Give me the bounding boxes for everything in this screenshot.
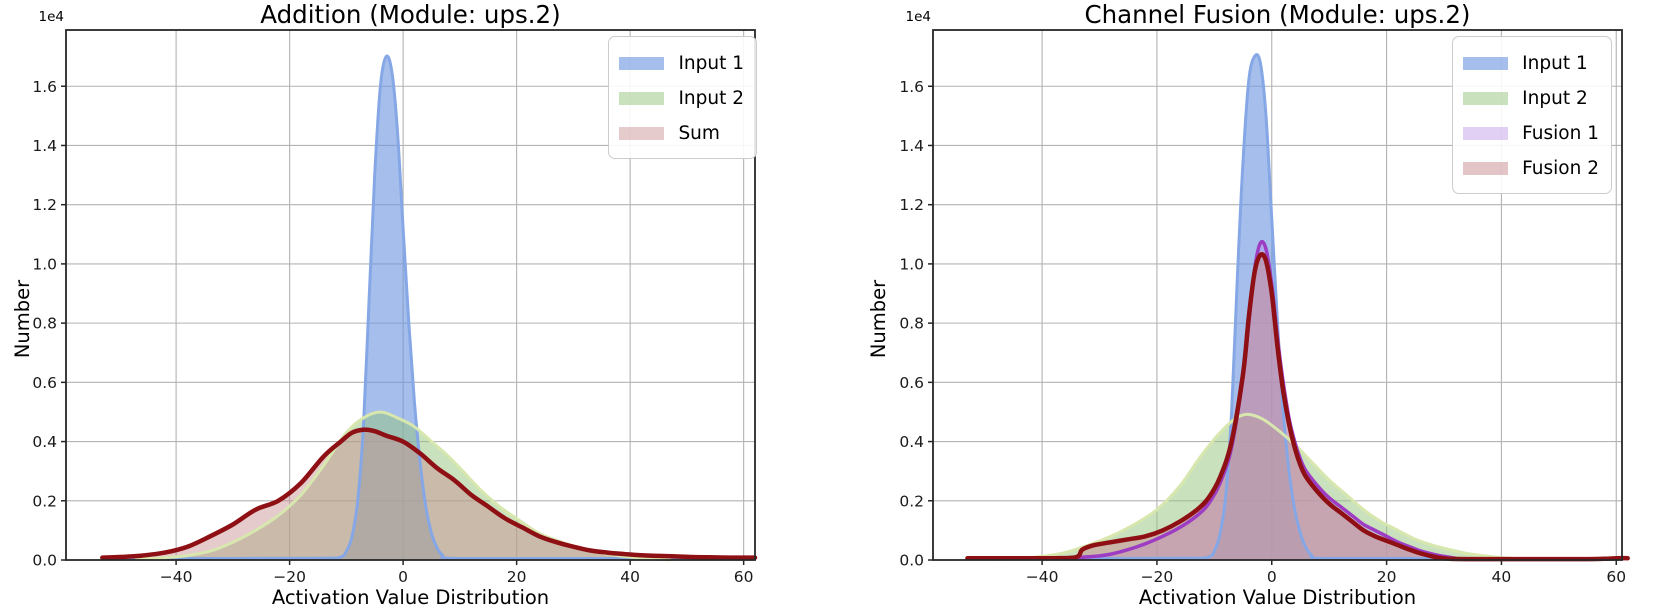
legend-swatch — [619, 92, 665, 105]
y-tick-label: 0.2 — [899, 492, 924, 510]
axes-spines — [932, 29, 1623, 561]
x-tick-label: 20 — [507, 568, 527, 586]
plot-area-channel-fusion: −40 −20 0 20 40 60 0.0 0.2 0.4 0.6 0.8 1.0 1.2 1.4 1.6 — [899, 29, 1630, 586]
legend-swatch — [619, 127, 665, 140]
series-fill-fusion-2 — [967, 254, 1628, 560]
series-kde-line-fusion-2 — [965, 252, 1630, 562]
legend-swatch — [619, 57, 665, 70]
legend-item: Input 2 — [619, 81, 744, 116]
y-tick-label: 1.0 — [899, 255, 924, 273]
legend-item: Input 1 — [619, 46, 744, 81]
chart-addition: −40 −20 0 20 40 60 0.0 0.2 0.4 0.6 0.8 1.0 1.2 1.4 1.6… — [0, 0, 830, 616]
series-kde-line-sum — [100, 427, 758, 560]
legend-item: Fusion 1 — [1463, 116, 1599, 151]
legend-item: Input 2 — [1463, 81, 1599, 116]
x-tick-label: 60 — [1606, 568, 1626, 586]
legend-swatch — [1463, 92, 1509, 105]
y-tick-label: 1.4 — [899, 137, 924, 155]
legend-swatch — [1463, 127, 1509, 140]
legend-label: Input 2 — [1522, 88, 1588, 109]
y-axis-offset-text: 1e4 — [905, 9, 931, 25]
legend: Input 1 Input 2 Fusion 1 Fusion 2 — [1452, 36, 1612, 194]
series-fill-sum — [102, 429, 756, 560]
y-tick-label: 0.4 — [32, 433, 57, 451]
y-tick-label: 1.4 — [32, 137, 57, 155]
series-kde-line-input-1 — [965, 53, 1630, 561]
legend-label: Input 2 — [678, 88, 744, 109]
legend-label: Input 1 — [1522, 53, 1588, 74]
legend-label: Sum — [678, 123, 720, 144]
x-tick-label: 20 — [1377, 568, 1397, 586]
y-tick-label: 1.6 — [899, 78, 924, 96]
x-tick-label: −40 — [160, 568, 193, 586]
x-axis-label: Activation Value Distribution — [271, 586, 550, 609]
x-tick-label: 0 — [1267, 568, 1277, 586]
legend: Input 1 Input 2 Sum — [608, 36, 757, 159]
series-kde-line-input-1 — [100, 54, 757, 561]
x-tick-label: 0 — [398, 568, 408, 586]
x-tick-label: 40 — [1492, 568, 1512, 586]
legend-item: Input 1 — [1463, 46, 1599, 81]
x-tick-label: −20 — [1141, 568, 1174, 586]
y-axis-label: Number — [11, 279, 34, 359]
y-tick-label: 0.2 — [32, 492, 57, 510]
y-tick-label: 0.8 — [899, 315, 924, 333]
y-tick-label: 1.0 — [32, 255, 57, 273]
legend-swatch — [1463, 57, 1509, 70]
y-tick-label: 1.6 — [32, 78, 57, 96]
chart-title: Channel Fusion (Module: ups.2) — [1084, 0, 1471, 29]
y-tick-label: 1.2 — [32, 196, 57, 214]
y-tick-label: 0.0 — [32, 552, 57, 570]
x-tick-label: −40 — [1026, 568, 1059, 586]
y-tick-label: 0.8 — [32, 315, 57, 333]
y-tick-label: 0.0 — [899, 552, 924, 570]
legend-item: Sum — [619, 116, 744, 151]
y-tick-label: 0.6 — [899, 374, 924, 392]
chart-channel-fusion: −40 −20 0 20 40 60 0.0 0.2 0.4 0.6 0.8 1.0 1.2 1.4 1.6… — [830, 0, 1661, 616]
x-tick-label: −20 — [273, 568, 306, 586]
x-tick-label: 40 — [620, 568, 640, 586]
y-tick-label: 0.6 — [32, 374, 57, 392]
x-tick-label: 60 — [734, 568, 754, 586]
legend-label: Fusion 1 — [1522, 123, 1599, 144]
y-axis-label: Number — [867, 279, 890, 359]
y-tick-label: 0.4 — [899, 433, 924, 451]
legend-swatch — [1463, 162, 1509, 175]
chart-title: Addition (Module: ups.2) — [260, 0, 561, 29]
legend-item: Fusion 2 — [1463, 151, 1599, 186]
legend-label: Fusion 2 — [1522, 158, 1599, 179]
legend-label: Input 1 — [678, 53, 744, 74]
y-tick-label: 1.2 — [899, 196, 924, 214]
y-axis-offset-text: 1e4 — [38, 9, 64, 25]
x-axis-label: Activation Value Distribution — [1138, 586, 1417, 609]
axes-spines — [65, 29, 756, 561]
